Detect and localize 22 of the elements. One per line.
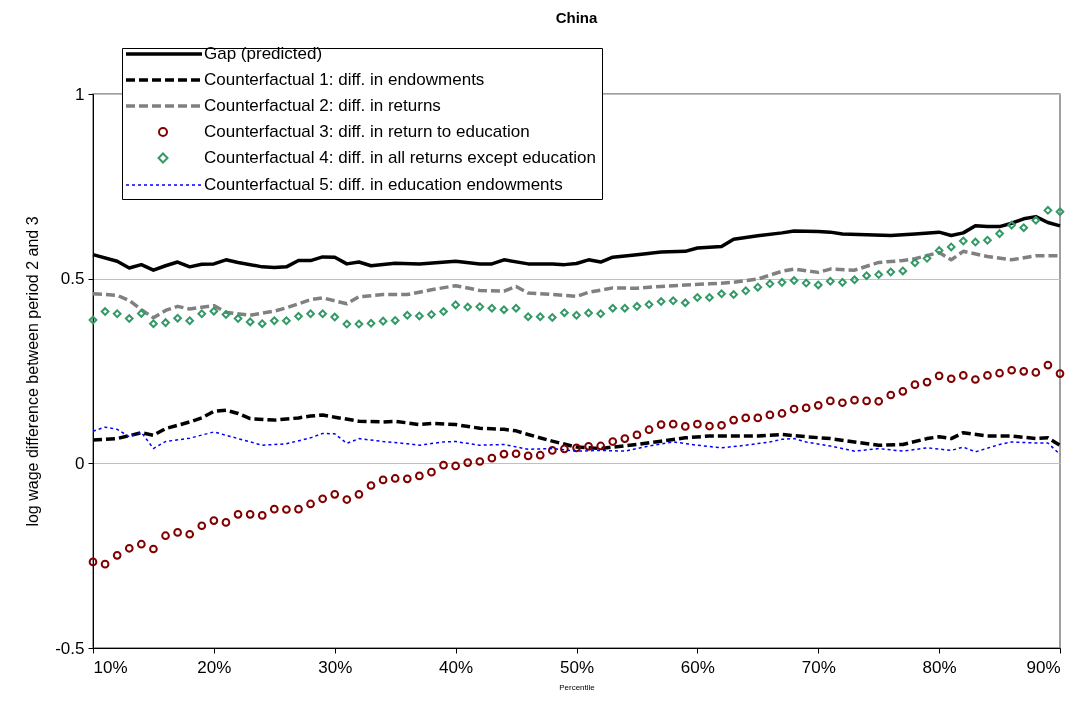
x-tick-label: 60% (680, 657, 715, 677)
x-tick-label: 50% (559, 657, 595, 677)
x-tick-label: 80% (922, 657, 957, 677)
legend-label: Counterfactual 2: diff. in returns (204, 96, 441, 115)
y-axis-title: log wage difference between period 2 and 3 (24, 216, 42, 527)
x-tick-label: 10% (93, 657, 128, 677)
y-tick-label: -0.5 (55, 638, 85, 658)
x-tick-label: 70% (801, 657, 836, 677)
x-tick-label: 20% (197, 657, 232, 677)
y-tick-label: 0 (75, 453, 85, 473)
y-tick-label: 1 (75, 84, 85, 104)
legend-label: Counterfactual 1: diff. in endowments (204, 70, 485, 89)
legend-label: Counterfactual 5: diff. in education endowments (204, 175, 563, 194)
legend-label: Gap (predicted) (204, 44, 323, 63)
legend-label: Counterfactual 4: diff. in all returns except education (204, 148, 596, 167)
x-tick-label: 90% (1026, 657, 1061, 677)
legend-label: Counterfactual 3: diff. in return to education (204, 122, 530, 141)
x-axis-title: Percentile (559, 682, 596, 692)
x-tick-label: 40% (439, 657, 474, 677)
y-tick-label: 0.5 (60, 269, 85, 289)
x-tick-label: 30% (318, 657, 353, 677)
chart-title: China (555, 8, 598, 26)
